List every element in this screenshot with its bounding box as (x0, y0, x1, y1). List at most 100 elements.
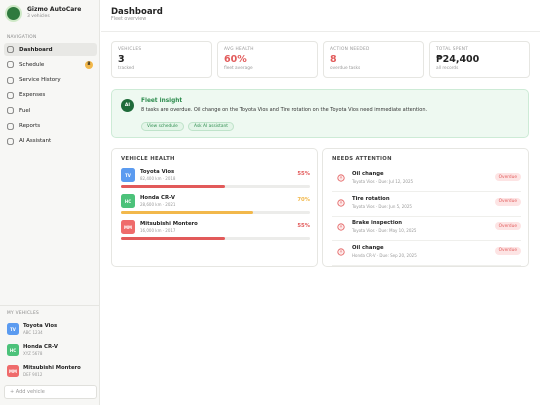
icon-shape (7, 122, 14, 130)
brand-subtitle: 3 vehicles (27, 14, 50, 19)
insight-button[interactable]: View schedule (141, 122, 184, 131)
vehicle-item[interactable]: HC Honda CR-V XYZ 5678 (7, 344, 97, 358)
task-name: Oil change (352, 244, 384, 251)
vehicle-name: Honda CR-V (23, 344, 58, 350)
stat-card: TOTAL SPENT ₱24,400 all records (429, 41, 530, 78)
vehicle-health-card: VEHICLE HEALTH TV Toyota Vios 82,400 km · … (111, 148, 318, 267)
icon-shape (7, 61, 14, 68)
stat-card: VEHICLES 3 tracked (111, 41, 212, 78)
nav-label: Dashboard (19, 46, 53, 53)
health-track (121, 185, 310, 188)
vehicle-avatar: TV (121, 168, 135, 182)
nav-heading: NAVIGATION (7, 35, 37, 40)
nav-label: Fuel (19, 107, 31, 114)
nav-icon (7, 46, 14, 53)
task-name: Brake inspection (352, 220, 403, 226)
separator (0, 305, 99, 306)
vehicle-plate: DEF 9012 (23, 372, 43, 377)
vehicles-heading: MY VEHICLES (7, 311, 39, 316)
vehicle-detail: 82,400 km · 2018 (140, 176, 176, 181)
nav-item[interactable]: AI Assistant (4, 135, 97, 148)
logo (5, 5, 22, 22)
nav-icon (7, 92, 14, 99)
stat-value: 8 (330, 54, 337, 65)
nav-badge: 8 (85, 60, 93, 69)
attention-row: Oil change Toyota Vios · Due: Jul 12, 202… (332, 169, 521, 192)
stat-note: all records (436, 66, 459, 71)
health-row: TV Toyota Vios 82,400 km · 2018 55% (121, 168, 310, 190)
vehicle-item[interactable]: MM Mitsubishi Montero DEF 9012 (7, 365, 97, 379)
task-detail: Toyota Vios · Due: Jun 5, 2025 (352, 203, 412, 209)
nav-label: AI Assistant (19, 138, 52, 145)
attention-row: Oil change Honda CR-V · Due: Sep 20, 2025… (332, 243, 521, 266)
vehicle-name: Toyota Vios (23, 323, 58, 329)
insight-title: Fleet insight (141, 98, 183, 104)
stat-note: tracked (118, 66, 135, 71)
task-name: Tire rotation (352, 195, 390, 202)
vehicle-avatar: MM (121, 220, 135, 234)
stat-note: fleet average (224, 66, 253, 71)
vehicle-item[interactable]: TV Toyota Vios ABC 1234 (7, 323, 97, 337)
nav-item[interactable]: Reports (4, 120, 97, 133)
vehicle-plate: ABC 1234 (23, 330, 43, 335)
status-pill: Overdue (494, 222, 521, 230)
attention-row: Brake inspection Toyota Vios · Due: May 1… (332, 218, 521, 241)
vehicle-name: Honda CR-V (140, 195, 175, 201)
vehicle-name: Mitsubishi Montero (23, 365, 81, 371)
needs-attention-card: NEEDS ATTENTION Oil change Toyota Vios · … (322, 148, 529, 267)
brand-name: Gizmo AutoCare (27, 6, 82, 13)
nav-item[interactable]: Fuel (4, 104, 97, 117)
insight-panel: AI Fleet insight 8 tasks are overdue. Oi… (111, 89, 529, 138)
insight-icon: AI (121, 99, 134, 112)
icon-shape (7, 107, 14, 114)
page-subtitle: Fleet overview (111, 17, 147, 22)
vehicle-plate: XYZ 5678 (23, 351, 43, 356)
nav-item[interactable]: Expenses (4, 89, 97, 102)
stat-label: VEHICLES (118, 47, 142, 52)
stat-card: ACTION NEEDED 8 overdue tasks (323, 41, 424, 78)
icon-shape (7, 46, 14, 53)
attention-row: Tire rotation Toyota Vios · Due: Jun 5, 2… (332, 194, 521, 217)
insight-button[interactable]: Ask AI assistant (188, 122, 234, 131)
status-pill: Overdue (494, 246, 521, 255)
alert-icon (337, 174, 345, 182)
nav-icon (7, 122, 14, 130)
icon-shape (7, 138, 14, 145)
vehicle-avatar: HC (7, 344, 19, 356)
insight-text: 8 tasks are overdue. Oil change on the T… (141, 107, 428, 113)
alert-icon (337, 198, 345, 207)
nav-icon (7, 61, 14, 68)
nav-icon (7, 76, 14, 84)
nav-item[interactable]: Service History (4, 74, 97, 87)
stat-label: AVG HEALTH (224, 47, 254, 52)
health-bar (121, 185, 225, 188)
task-detail: Toyota Vios · Due: Jul 12, 2025 (352, 179, 414, 184)
health-bar (121, 211, 254, 214)
nav-item[interactable]: Dashboard (4, 43, 97, 56)
nav-item[interactable]: Schedule 8 (4, 58, 97, 71)
task-detail: Toyota Vios · Due: May 10, 2025 (352, 228, 417, 233)
page-title: Dashboard (111, 7, 163, 17)
health-bar (121, 237, 225, 240)
nav-label: Schedule (19, 61, 45, 68)
card-title: NEEDS ATTENTION (332, 156, 392, 162)
health-label: 70% (297, 197, 310, 203)
stat-value: ₱24,400 (436, 54, 480, 65)
nav-label: Expenses (19, 92, 46, 99)
stat-value: 3 (118, 54, 125, 65)
health-label: 55% (297, 171, 310, 177)
status-pill: Overdue (494, 173, 521, 181)
task-detail: Honda CR-V · Due: Sep 20, 2025 (352, 252, 417, 258)
card-title: VEHICLE HEALTH (121, 156, 175, 162)
header-divider (101, 31, 540, 32)
vehicle-detail: 16,000 km · 2017 (140, 228, 176, 233)
vehicle-name: Mitsubishi Montero (140, 221, 198, 227)
status-pill: Overdue (494, 197, 521, 206)
vehicle-detail: 28,600 km · 2021 (140, 202, 176, 207)
stat-label: ACTION NEEDED (330, 47, 370, 52)
nav-icon (7, 107, 14, 114)
add-vehicle-button[interactable]: + Add vehicle (4, 385, 97, 399)
nav-label: Service History (19, 77, 61, 84)
